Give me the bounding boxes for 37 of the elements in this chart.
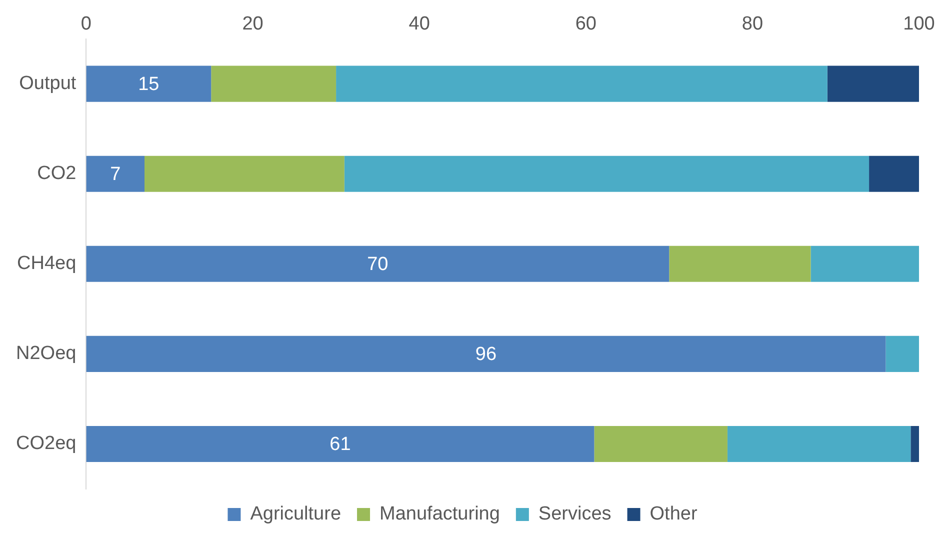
x-tick-label: 40	[408, 14, 430, 35]
legend-label: Services	[538, 504, 612, 525]
data-label: 15	[138, 74, 160, 96]
bar	[669, 246, 811, 282]
x-tick-label: 60	[575, 14, 596, 35]
bar	[810, 246, 919, 282]
x-tick-label: 100	[903, 14, 935, 35]
y-tick-label: CO2eq	[16, 433, 76, 454]
y-tick-label: Output	[19, 73, 77, 94]
bar	[727, 426, 911, 462]
data-label: 7	[110, 164, 121, 186]
y-tick-label: N2Oeq	[16, 343, 76, 364]
bar	[344, 156, 870, 192]
legend-label: Other	[650, 504, 698, 525]
bar	[886, 336, 919, 372]
x-tick-label: 80	[742, 14, 764, 35]
bar	[86, 66, 212, 102]
x-tick-label: 0	[80, 14, 92, 35]
legend-label: Agriculture	[250, 504, 342, 525]
bar	[827, 66, 919, 102]
bar	[86, 336, 886, 372]
y-tick-label: CO2	[37, 163, 76, 184]
bar	[910, 426, 919, 462]
bar	[144, 156, 344, 192]
bar	[336, 66, 828, 102]
y-tick-label: CH4eq	[17, 253, 76, 274]
data-label: 61	[330, 434, 351, 456]
bar	[86, 246, 670, 282]
data-label: 70	[367, 254, 388, 276]
bar	[594, 426, 728, 462]
bar	[86, 156, 144, 192]
data-label: 96	[475, 344, 497, 366]
bar	[86, 426, 594, 462]
legend-label: Manufacturing	[380, 504, 500, 525]
x-tick-label: 20	[242, 14, 264, 35]
bar	[869, 156, 919, 192]
bar	[211, 66, 336, 102]
